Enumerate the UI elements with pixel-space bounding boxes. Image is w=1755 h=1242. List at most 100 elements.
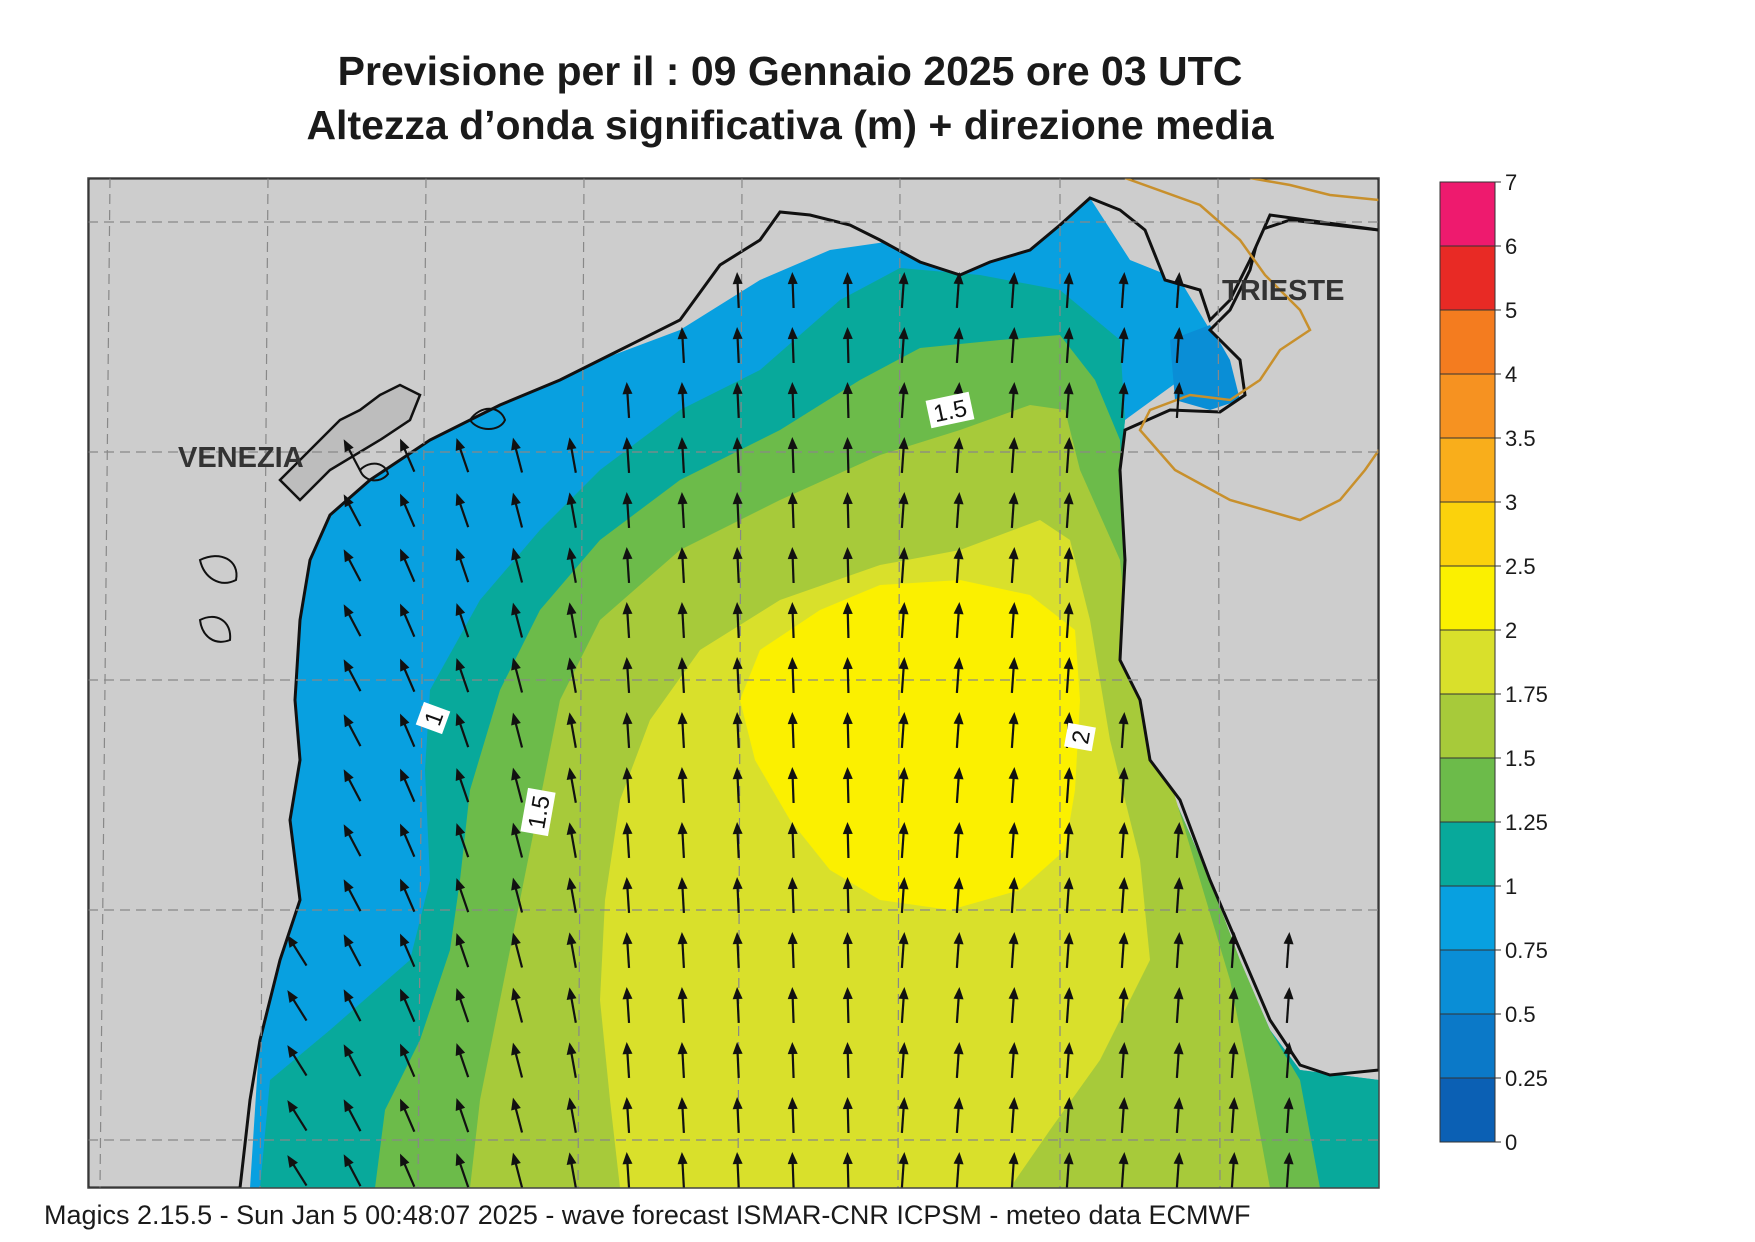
wave-arrow-shaft — [1010, 884, 1015, 914]
map-subtitle: Altezza d’onda significativa (m) + direz… — [306, 102, 1274, 148]
wave-arrow-head — [898, 272, 909, 285]
wave-arrow-shaft — [900, 1159, 905, 1188]
wave-arrow — [842, 767, 853, 804]
wave-arrow-shaft — [513, 1050, 524, 1078]
wave-arrow — [400, 603, 416, 638]
wave-arrow-head — [677, 877, 688, 890]
wave-arrow — [898, 877, 909, 914]
wave-arrow-head — [566, 602, 577, 616]
wave-arrow-shaft — [846, 334, 850, 364]
wave-arrow-shaft — [569, 664, 577, 693]
legend-tick-label: 6 — [1505, 234, 1517, 259]
wave-arrow-head — [343, 714, 354, 728]
wave-arrow-shaft — [791, 664, 795, 694]
legend-tick-label: 0 — [1505, 1130, 1517, 1155]
legend-swatch — [1439, 309, 1496, 375]
wave-arrow — [1063, 657, 1074, 694]
wave-arrow — [953, 437, 964, 474]
wave-arrow-head — [1063, 602, 1074, 615]
wave-arrow-shaft — [1010, 554, 1015, 584]
wave-arrow-head — [1008, 272, 1019, 285]
wave-arrow-head — [953, 822, 964, 835]
wave-arrow — [622, 712, 633, 749]
wave-arrow-shaft — [569, 1159, 577, 1188]
wave-arrow-head — [1008, 382, 1019, 395]
wave-arrow-shaft — [1230, 1049, 1235, 1079]
legend-swatch — [1439, 245, 1496, 311]
wave-arrow-shaft — [736, 389, 740, 419]
wave-arrow — [787, 437, 798, 474]
wave-arrow-head — [343, 989, 354, 1003]
wave-arrow-shaft — [1010, 444, 1015, 474]
wave-arrow-head — [455, 768, 466, 782]
wave-arrow-shaft — [791, 444, 795, 474]
wave-arrow — [400, 878, 416, 913]
wave-arrow-shaft — [626, 719, 631, 749]
wave-arrow-head — [842, 327, 853, 340]
wave-arrow-head — [1008, 712, 1019, 725]
wave-arrow-head — [400, 823, 410, 837]
wave-arrow-shaft — [900, 1104, 905, 1134]
wave-arrow-shaft — [569, 499, 577, 528]
wave-arrow — [622, 1097, 633, 1134]
wave-arrow — [343, 549, 362, 582]
wave-arrow — [953, 712, 964, 749]
wave-arrow — [1173, 987, 1184, 1024]
wave-arrow-shaft — [1175, 1049, 1180, 1079]
wave-arrow-shaft — [1065, 884, 1070, 914]
wave-arrow — [455, 603, 470, 638]
wave-arrow-shaft — [791, 994, 795, 1024]
wave-arrow — [455, 493, 470, 528]
wave-arrow-head — [566, 822, 577, 836]
legend-swatch — [1439, 949, 1496, 1015]
wave-arrow-head — [343, 659, 354, 673]
wave-arrow-head — [1008, 1152, 1019, 1165]
wave-arrow-head — [1228, 1152, 1239, 1165]
wave-arrow-shaft — [290, 1106, 308, 1132]
wave-arrow-shaft — [1010, 719, 1015, 749]
wave-arrow-head — [677, 382, 688, 395]
wave-arrow-head — [677, 602, 688, 615]
wave-arrow-shaft — [791, 609, 795, 639]
wave-arrow-shaft — [626, 1104, 631, 1134]
wave-arrow-shaft — [791, 554, 795, 584]
wave-arrow-shaft — [402, 445, 416, 473]
wave-arrow-head — [1008, 987, 1019, 1000]
wave-arrow — [287, 1100, 308, 1132]
wave-arrow — [677, 657, 688, 694]
wave-arrow-head — [1228, 1042, 1239, 1055]
wave-arrow-shaft — [900, 939, 905, 969]
wave-arrow — [898, 657, 909, 694]
wave-arrow-shaft — [1065, 664, 1070, 694]
wave-arrow-shaft — [458, 500, 470, 528]
wave-arrow-shaft — [791, 1049, 795, 1079]
wave-arrow-head — [677, 547, 688, 560]
wave-arrow — [842, 987, 853, 1024]
wave-arrow — [455, 988, 470, 1023]
wave-arrow — [898, 822, 909, 859]
wave-arrow-shaft — [681, 829, 685, 859]
wave-arrow-head — [1063, 767, 1074, 780]
wave-arrow-shaft — [458, 445, 470, 473]
wave-arrow — [787, 932, 798, 969]
wave-arrow-head — [511, 547, 521, 561]
wave-arrow-shaft — [681, 609, 685, 639]
wave-arrow-shaft — [1175, 829, 1180, 859]
wave-arrow-shaft — [900, 609, 905, 639]
wave-arrow-head — [732, 932, 743, 945]
lagoon-island-3 — [198, 555, 238, 584]
wave-arrow-head — [1008, 767, 1019, 780]
wave-arrow-shaft — [1120, 774, 1125, 804]
wave-arrow-head — [455, 603, 466, 617]
wave-arrow-head — [1063, 327, 1074, 340]
wave-arrow-head — [287, 1100, 298, 1113]
wave-arrow — [1063, 877, 1074, 914]
wave-arrow — [732, 767, 743, 804]
wave-arrow-shaft — [1065, 1159, 1070, 1188]
wave-arrow-shaft — [1175, 1159, 1180, 1188]
wave-arrow — [400, 493, 416, 528]
wave-arrow — [787, 492, 798, 529]
wave-arrow-head — [1228, 987, 1239, 1000]
wave-arrow-head — [898, 822, 909, 835]
wave-arrow-head — [400, 1098, 410, 1112]
